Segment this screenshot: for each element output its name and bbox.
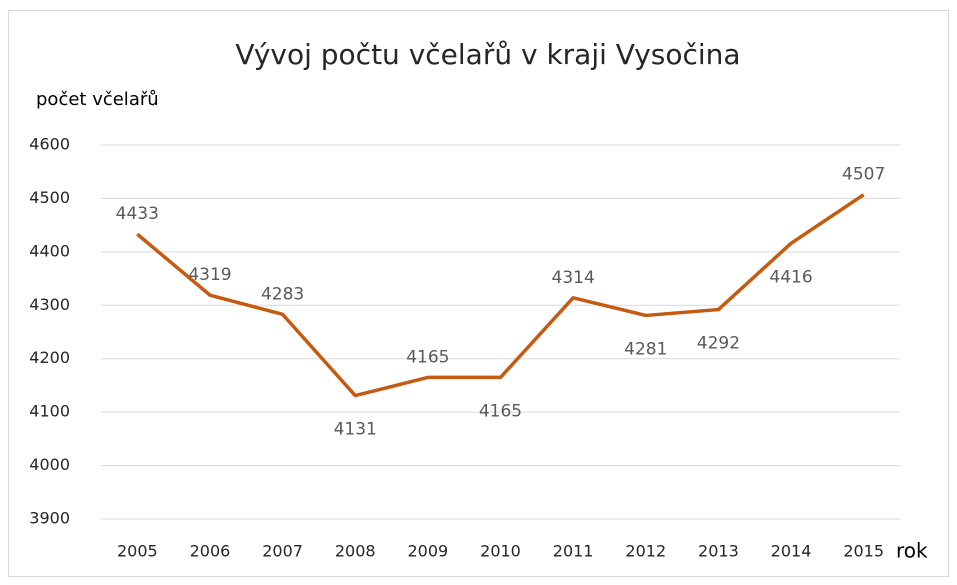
- x-axis-label: rok: [896, 539, 928, 563]
- x-tick-label: 2013: [698, 542, 739, 561]
- x-tick-label: 2007: [262, 542, 303, 561]
- x-tick-label: 2010: [480, 542, 521, 561]
- x-tick-label: 2008: [335, 542, 376, 561]
- y-tick-label: 4000: [29, 455, 70, 474]
- y-tick-label: 4600: [29, 135, 70, 154]
- y-tick-label: 4400: [29, 241, 70, 260]
- data-label: 4165: [479, 401, 522, 421]
- data-label: 4283: [261, 284, 304, 304]
- line: [136, 193, 865, 398]
- y-tick-label: 4300: [29, 295, 70, 314]
- x-tick-label: 2006: [190, 542, 231, 561]
- x-tick-label: 2012: [625, 542, 666, 561]
- data-label: 4292: [697, 334, 740, 354]
- y-tick-label: 4200: [29, 348, 70, 367]
- data-label: 4131: [334, 420, 377, 440]
- data-label: 4319: [188, 265, 231, 285]
- x-tick-label: 2015: [843, 542, 884, 561]
- y-axis-label: počet včelařů: [36, 89, 159, 110]
- chart-border: [8, 10, 949, 577]
- data-label: 4433: [116, 204, 159, 224]
- x-tick-label: 2005: [117, 542, 158, 561]
- data-label: 4165: [406, 347, 449, 367]
- chart-title: Vývoj počtu včelařů v kraji Vysočina: [235, 38, 740, 71]
- y-tick-label: 3900: [29, 509, 70, 528]
- data-label: 4314: [552, 268, 595, 288]
- data-label: 4416: [769, 267, 812, 287]
- y-tick-label: 4500: [29, 188, 70, 207]
- x-tick-label: 2009: [408, 542, 449, 561]
- y-tick-label: 4100: [29, 402, 70, 421]
- x-tick-label: 2014: [771, 542, 812, 561]
- x-tick-label: 2011: [553, 542, 594, 561]
- data-label: 4507: [842, 165, 885, 185]
- data-label: 4281: [624, 339, 667, 359]
